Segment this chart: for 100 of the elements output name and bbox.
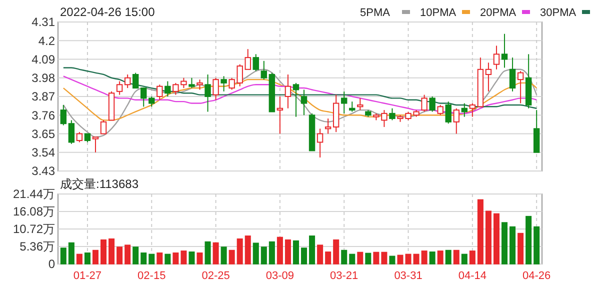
bar <box>493 213 500 264</box>
x-tick-label: 02-15 <box>138 270 166 282</box>
candlestick <box>357 98 364 111</box>
candlestick <box>389 108 396 121</box>
bar <box>389 256 396 264</box>
y-tick-label: 4.09 <box>32 52 56 66</box>
bar <box>172 252 179 264</box>
y-tick-label: 3.98 <box>32 71 56 86</box>
bar <box>164 254 171 264</box>
bar <box>309 236 316 264</box>
bar <box>124 244 131 264</box>
y-tick-label: 3.76 <box>32 108 56 122</box>
candlestick <box>445 101 452 124</box>
x-tick-label: 03-31 <box>394 270 422 282</box>
bar <box>292 240 299 264</box>
candlestick <box>76 132 83 143</box>
bar <box>341 250 348 264</box>
bar <box>526 216 532 264</box>
bar <box>301 248 308 264</box>
bar <box>453 250 460 264</box>
legend-label: 30PMA <box>540 7 577 19</box>
candlestick <box>453 108 460 134</box>
candlestick <box>485 62 492 92</box>
chart-title: 2022-04-26 15:00 <box>60 5 156 19</box>
x-tick-label: 03-09 <box>266 270 294 282</box>
bar <box>220 246 227 264</box>
bar <box>485 210 492 264</box>
candlestick <box>220 76 227 92</box>
bar <box>76 254 82 264</box>
bar <box>510 226 516 264</box>
bar <box>84 252 90 264</box>
bar <box>92 250 98 264</box>
candlestick <box>517 70 524 104</box>
bar <box>437 250 444 264</box>
bar <box>534 226 540 264</box>
candlestick <box>124 74 131 89</box>
y-tick-label: 0 <box>48 257 56 272</box>
bar <box>180 250 187 264</box>
bar <box>252 242 259 264</box>
candlestick <box>316 128 324 158</box>
bar <box>140 252 147 264</box>
bar <box>276 236 283 264</box>
candlestick <box>437 104 444 116</box>
bar <box>188 252 195 264</box>
bar <box>477 199 484 264</box>
x-tick-label: 04-14 <box>458 270 486 282</box>
bar <box>108 238 115 264</box>
bar <box>236 238 243 264</box>
bar <box>429 252 436 264</box>
y-tick-label: 5.36万 <box>20 240 55 254</box>
y-tick-label: 4.2 <box>38 34 56 48</box>
bar <box>317 244 324 264</box>
candlestick <box>140 88 147 108</box>
y-tick-label: 16.08万 <box>12 204 55 219</box>
bar <box>116 246 123 264</box>
bar <box>397 254 404 264</box>
bar <box>212 242 219 264</box>
candlestick <box>461 102 468 118</box>
bar <box>405 254 412 264</box>
bar <box>349 254 356 264</box>
bar <box>445 250 452 264</box>
x-tick-label: 01-27 <box>73 270 102 282</box>
bar <box>60 248 66 264</box>
y-tick-label: 3.54 <box>32 146 56 160</box>
candlestick <box>148 96 155 108</box>
candlestick <box>188 77 195 89</box>
y-tick-label: 3.65 <box>32 126 56 141</box>
x-tick-label: 02-25 <box>202 270 230 282</box>
y-tick-label: 3.43 <box>32 164 56 178</box>
y-tick-label: 21.44万 <box>12 187 55 202</box>
bar <box>381 252 388 264</box>
candlestick <box>116 80 123 96</box>
candlestick <box>493 45 500 70</box>
candlestick <box>212 77 219 100</box>
candlestick <box>300 89 308 116</box>
bar <box>132 246 139 264</box>
bar <box>156 252 163 264</box>
candlestick <box>324 118 332 134</box>
x-tick-label: 03-21 <box>330 270 358 282</box>
candlestick <box>252 54 259 72</box>
bar <box>100 239 107 264</box>
candlestick <box>276 96 284 134</box>
bar <box>228 250 235 264</box>
candlestick <box>284 74 292 109</box>
bar <box>148 254 155 264</box>
candlestick <box>68 120 75 144</box>
bar <box>244 236 251 264</box>
candlestick <box>156 84 163 100</box>
legend-label: 10PMA <box>420 7 457 19</box>
bar <box>357 252 364 264</box>
bar <box>469 250 476 264</box>
candlestick <box>469 102 476 118</box>
candlestick <box>196 79 203 90</box>
candlestick <box>60 104 67 126</box>
candlestick <box>100 120 107 134</box>
bar <box>333 239 340 264</box>
bar <box>268 241 275 264</box>
bar <box>373 252 380 264</box>
bar <box>413 254 420 264</box>
bar <box>196 252 203 264</box>
